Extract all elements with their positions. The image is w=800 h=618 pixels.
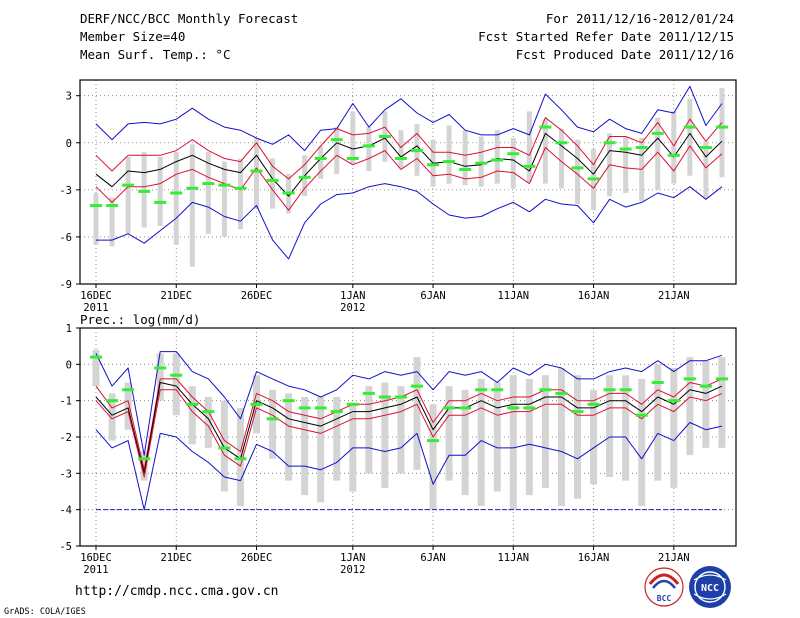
x-tick-label: 6JAN bbox=[420, 290, 445, 302]
series-lower bbox=[95, 389, 723, 478]
x-tick-label: 16DEC bbox=[80, 290, 112, 302]
ncc-logo: NCC bbox=[689, 566, 731, 608]
grads-credit: GrADS: COLA/IGES bbox=[4, 607, 86, 617]
series-upper bbox=[95, 117, 723, 180]
x-tick-label: 11JAN bbox=[497, 552, 529, 564]
series-min bbox=[95, 422, 723, 511]
variable-label-temp: Mean Surf. Temp.: °C bbox=[80, 47, 231, 62]
x-tick-year: 2011 bbox=[83, 564, 108, 576]
y-tick-label: -9 bbox=[59, 279, 72, 291]
x-tick-label: 21DEC bbox=[160, 552, 192, 564]
x-tick-label: 21JAN bbox=[658, 552, 690, 564]
series-mean bbox=[95, 132, 723, 197]
series-max bbox=[95, 351, 723, 456]
svg-text:NCC: NCC bbox=[701, 583, 719, 594]
fcst-produced-date: Fcst Produced Date 2011/12/16 bbox=[516, 47, 734, 62]
plot-frame bbox=[79, 79, 737, 285]
series-max bbox=[95, 85, 723, 152]
member-size: Member Size=40 bbox=[80, 29, 185, 44]
chart-title: DERF/NCC/BCC Monthly Forecast bbox=[80, 11, 298, 26]
x-tick-label: 1JAN bbox=[340, 290, 365, 302]
source-url: http://cmdp.ncc.cma.gov.cn bbox=[75, 584, 279, 599]
x-tick-label: 26DEC bbox=[241, 552, 273, 564]
x-tick-label: 11JAN bbox=[497, 290, 529, 302]
forecast-period: For 2011/12/16-2012/01/24 bbox=[546, 11, 734, 26]
series-min bbox=[96, 183, 723, 260]
y-tick-label: 0 bbox=[66, 359, 72, 371]
plot-frame bbox=[79, 327, 737, 547]
y-tick-label: 1 bbox=[66, 323, 72, 335]
y-tick-label: -5 bbox=[59, 541, 72, 553]
y-tick-label: -6 bbox=[59, 232, 72, 244]
y-tick-label: -3 bbox=[59, 185, 72, 197]
series-upper bbox=[95, 378, 723, 471]
svg-text:BCC: BCC bbox=[657, 594, 672, 603]
y-tick-label: -2 bbox=[59, 432, 72, 444]
variable-label-prec: Prec.: log(mm/d) bbox=[80, 312, 200, 327]
fcst-started-date: Fcst Started Refer Date 2011/12/15 bbox=[478, 29, 734, 44]
y-tick-label: -4 bbox=[59, 505, 72, 517]
x-tick-label: 16JAN bbox=[578, 290, 610, 302]
y-tick-label: -3 bbox=[59, 468, 72, 480]
x-tick-label: 16DEC bbox=[80, 552, 112, 564]
y-tick-label: 3 bbox=[66, 91, 72, 103]
x-tick-label: 6JAN bbox=[420, 552, 445, 564]
x-tick-label: 16JAN bbox=[578, 552, 610, 564]
x-tick-label: 21JAN bbox=[658, 290, 690, 302]
bcc-logo: BCC bbox=[644, 567, 684, 607]
x-tick-year: 2011 bbox=[83, 302, 108, 314]
x-tick-year: 2012 bbox=[340, 302, 365, 314]
y-tick-label: 0 bbox=[66, 138, 72, 150]
x-tick-label: 1JAN bbox=[340, 552, 365, 564]
x-tick-year: 2012 bbox=[340, 564, 365, 576]
series-lower bbox=[95, 145, 723, 211]
x-tick-label: 21DEC bbox=[160, 290, 192, 302]
x-tick-label: 26DEC bbox=[241, 290, 273, 302]
series-mean bbox=[95, 382, 723, 474]
y-tick-label: -1 bbox=[59, 396, 72, 408]
